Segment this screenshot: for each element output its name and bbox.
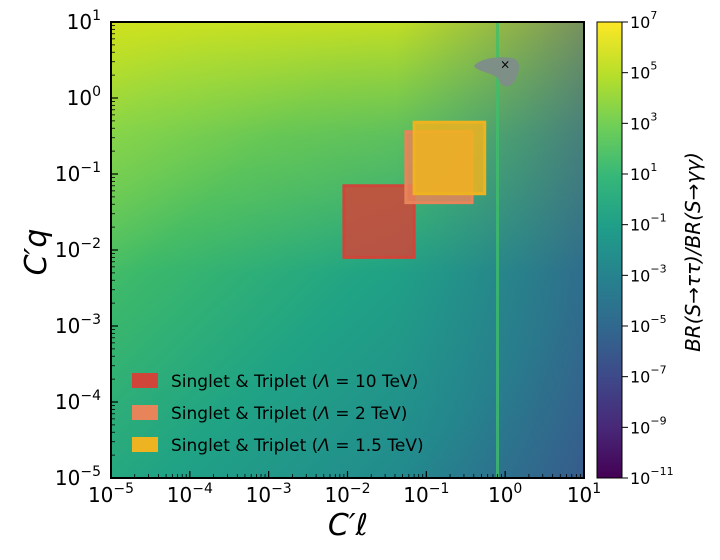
cb-tick-label-4: 10−1 bbox=[630, 212, 667, 235]
cb-tick-label-8: 10−9 bbox=[630, 414, 667, 437]
colorbar bbox=[596, 21, 623, 479]
cb-tick-label-2: 103 bbox=[630, 110, 657, 133]
cb-tick-label-9: 10−11 bbox=[630, 465, 674, 488]
y-tick-label-5: 100 bbox=[67, 84, 101, 110]
legend-swatch-1 bbox=[132, 405, 158, 420]
region-2 bbox=[412, 120, 487, 196]
x-axis-label: C′ℓ bbox=[328, 508, 368, 543]
legend-label-2: Singlet & Triplet (Λ = 1.5 TeV) bbox=[171, 436, 424, 456]
y-tick-label-6: 101 bbox=[67, 8, 101, 34]
legend-swatch-0 bbox=[132, 373, 158, 388]
x-tick-label-2: 10−3 bbox=[246, 481, 292, 507]
legend-label-0: Singlet & Triplet (Λ = 10 TeV) bbox=[171, 372, 418, 392]
marker-x: × bbox=[500, 58, 510, 72]
y-tick-label-0: 10−5 bbox=[55, 464, 101, 490]
cb-tick-label-5: 10−3 bbox=[630, 262, 667, 285]
x-tick-label-6: 101 bbox=[567, 481, 601, 507]
cb-tick-label-1: 105 bbox=[630, 60, 657, 83]
colorbar-label: BR(S→ττ)/BR(S→γγ) bbox=[681, 152, 705, 352]
y-tick-label-1: 10−4 bbox=[55, 388, 101, 414]
cb-tick-label-0: 107 bbox=[630, 9, 657, 32]
region-0 bbox=[342, 184, 416, 259]
x-tick-label-1: 10−4 bbox=[167, 481, 213, 507]
y-tick-label-4: 10−1 bbox=[55, 160, 101, 186]
y-tick-label-3: 10−2 bbox=[55, 236, 101, 262]
colorbar-ticks: 107 105 103 101 10−1 10−3 10−5 10−7 10−9 10−11 bbox=[622, 9, 674, 488]
x-tick-label-4: 10−1 bbox=[403, 481, 449, 507]
y-axis-ticks: 10−5 10−4 10−3 10−2 10−1 100 101 bbox=[55, 8, 118, 490]
cb-tick-label-3: 101 bbox=[630, 161, 657, 184]
y-tick-label-2: 10−3 bbox=[55, 312, 101, 338]
legend-label-1: Singlet & Triplet (Λ = 2 TeV) bbox=[171, 404, 407, 424]
x-axis-ticks: 10−5 10−4 10−3 10−2 10−1 100 101 bbox=[88, 471, 601, 507]
y-axis-label: C′q bbox=[19, 229, 54, 276]
x-tick-label-5: 100 bbox=[488, 481, 522, 507]
blob-region bbox=[474, 57, 519, 87]
regions-layer bbox=[342, 120, 487, 259]
cb-tick-label-7: 10−7 bbox=[630, 364, 667, 387]
heatmap bbox=[111, 22, 584, 478]
x-tick-label-3: 10−2 bbox=[324, 481, 370, 507]
x-tick-label-0: 10−5 bbox=[88, 481, 134, 507]
cb-tick-label-6: 10−5 bbox=[630, 313, 667, 336]
legend: Singlet & Triplet (Λ = 10 TeV) Singlet & … bbox=[132, 372, 424, 456]
legend-swatch-2 bbox=[132, 437, 158, 452]
